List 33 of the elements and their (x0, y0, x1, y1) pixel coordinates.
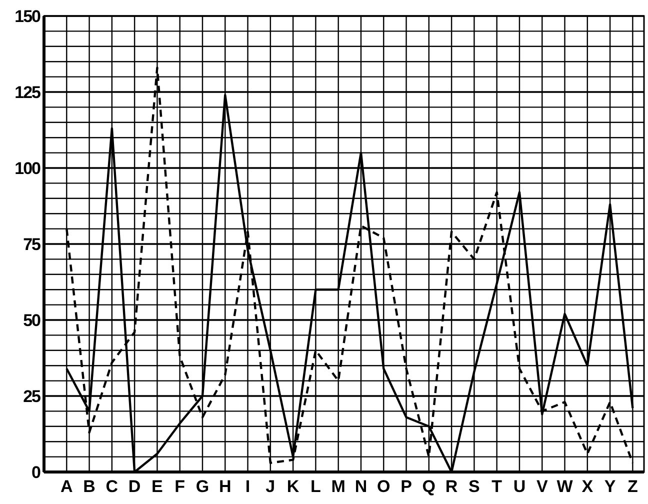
x-tick-label: T (492, 477, 503, 496)
x-tick-label: N (354, 477, 368, 496)
x-tick-label: H (218, 477, 232, 496)
x-tick-label: V (536, 477, 548, 496)
y-tick-label: 75 (23, 234, 41, 254)
x-tick-label: G (196, 477, 210, 496)
x-tick-label: S (468, 477, 480, 496)
x-tick-label: I (245, 477, 250, 496)
x-tick-label: M (331, 477, 346, 496)
x-tick-label: U (513, 477, 526, 496)
y-tick-label: 100 (14, 158, 41, 178)
x-tick-label: F (174, 477, 186, 496)
x-tick-label: A (60, 477, 73, 496)
x-tick-label: X (582, 477, 594, 496)
x-tick-label: K (286, 477, 300, 496)
x-tick-label: B (83, 477, 96, 496)
x-tick-label: Y (604, 477, 616, 496)
x-tick-label: Z (627, 477, 638, 496)
x-tick-label: Q (422, 477, 436, 496)
x-tick-label: J (266, 477, 276, 496)
x-tick-label: C (106, 477, 118, 496)
y-tick-label: 150 (14, 6, 41, 26)
x-tick-label: E (152, 477, 163, 496)
y-tick-label: 25 (23, 386, 41, 406)
x-tick-label: R (445, 477, 458, 496)
x-tick-label: O (377, 477, 390, 496)
y-tick-label: 0 (32, 462, 41, 482)
y-tick-label: 50 (23, 310, 41, 330)
x-tick-label: P (400, 477, 412, 496)
x-tick-label: W (556, 477, 574, 496)
y-tick-label: 125 (14, 82, 41, 102)
x-tick-label: L (310, 477, 321, 496)
x-tick-label: D (128, 477, 141, 496)
